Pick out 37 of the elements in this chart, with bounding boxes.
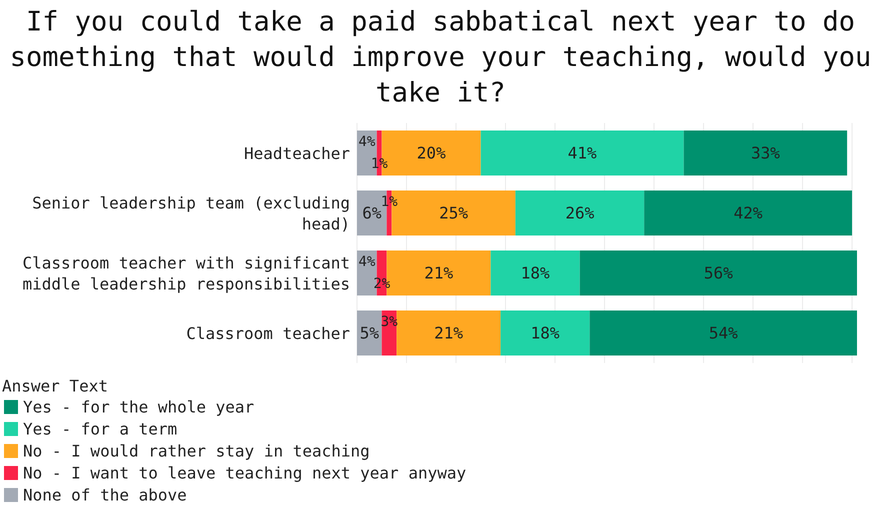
bar <box>500 310 590 356</box>
legend-label: No - I would rather stay in teaching <box>23 442 370 460</box>
y-tick-label: Classroom teacher with significant middle leadership responsibilities <box>22 253 350 293</box>
legend-label: Yes - for a term <box>23 420 178 438</box>
data-label: 4% <box>358 134 376 150</box>
data-label: 54% <box>708 324 738 342</box>
bar <box>490 250 580 296</box>
y-tick-label: Headteacher <box>244 144 350 162</box>
data-label: 42% <box>734 204 763 222</box>
chart-title: If you could take a paid sabbatical next year to do something that would improve your teaching, would you take it? <box>10 6 872 108</box>
data-label: 20% <box>416 144 446 162</box>
bar <box>644 190 852 236</box>
data-label: 6% <box>362 204 382 222</box>
bar <box>580 250 857 296</box>
data-label: 21% <box>424 264 454 282</box>
bar <box>515 190 644 236</box>
y-tick-label: Classroom teacher <box>186 324 350 342</box>
y-tick-label: Senior leadership team (excluding head) <box>32 193 350 233</box>
legend-label: No - I want to leave teaching next year anyway <box>23 464 466 482</box>
data-label: 41% <box>568 144 598 162</box>
data-label: 26% <box>565 204 595 222</box>
data-label: 33% <box>750 144 780 162</box>
data-label: 56% <box>704 264 734 282</box>
data-label: 25% <box>439 204 468 222</box>
data-label: 4% <box>358 254 376 270</box>
data-label: 21% <box>434 324 464 342</box>
data-label: 18% <box>530 324 560 342</box>
data-label: 18% <box>520 264 550 282</box>
legend-label: Yes - for the whole year <box>23 398 255 416</box>
bar <box>357 310 382 356</box>
data-label: 5% <box>360 324 380 342</box>
bar <box>480 130 684 176</box>
bar <box>684 130 848 176</box>
legend-title: Answer Text <box>2 376 108 396</box>
legend-label: None of the above <box>23 486 187 504</box>
bar <box>590 310 857 356</box>
bar <box>396 310 501 356</box>
